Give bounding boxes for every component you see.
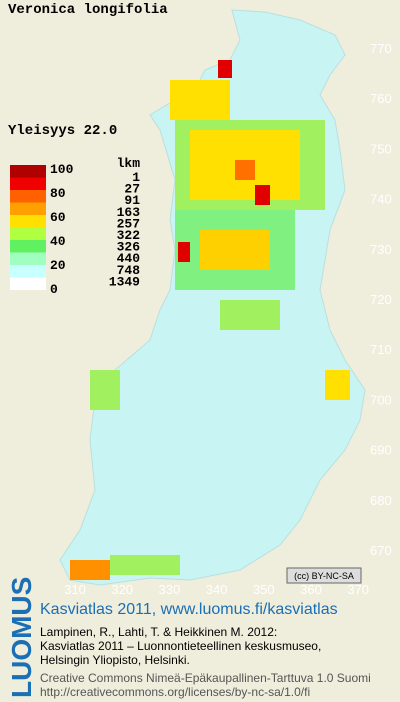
legend-count: 27 xyxy=(124,182,140,197)
legend-count: 322 xyxy=(117,228,141,243)
legend-count: 440 xyxy=(117,251,141,266)
legend-swatch xyxy=(10,177,46,190)
legend-count: 163 xyxy=(117,205,141,220)
east-grid-label: 360 xyxy=(300,582,322,597)
legend-count: 91 xyxy=(124,193,140,208)
legend-count: 326 xyxy=(117,240,141,255)
legend-scale-label: 0 xyxy=(50,282,58,297)
east-grid-label: 310 xyxy=(64,582,86,597)
license-badge: (cc) BY-NC-SA xyxy=(294,571,354,581)
legend-scale-label: 80 xyxy=(50,186,66,201)
north-grid-label: 750 xyxy=(370,141,392,156)
footer-text: Lampinen, R., Lahti, T. & Heikkinen M. 2… xyxy=(40,625,371,699)
legend-swatch xyxy=(10,190,46,203)
east-grid-label: 330 xyxy=(159,582,181,597)
east-grid-label: 370 xyxy=(347,582,369,597)
north-grid-label: 670 xyxy=(370,543,392,558)
east-grid-label: 350 xyxy=(253,582,275,597)
map xyxy=(59,9,366,586)
license-line: Creative Commons Nimeä-Epäkaupallinen-Ta… xyxy=(40,671,371,685)
legend: 100 80 60 40 20 0 lkm1279116325732232644074813… xyxy=(10,156,140,297)
frequency-label: Yleisyys 22.0 xyxy=(8,123,117,139)
legend-swatch xyxy=(10,227,46,240)
north-grid-label: 720 xyxy=(370,292,392,307)
citation-line: Helsingin Yliopisto, Helsinki. xyxy=(40,653,190,667)
citation-line: Kasviatlas 2011 – Luonnontieteellinen ke… xyxy=(40,639,321,653)
north-grid-label: 740 xyxy=(370,192,392,207)
north-grid-label: 770 xyxy=(370,41,392,56)
legend-scale-label: 100 xyxy=(50,162,74,177)
legend-swatch xyxy=(10,215,46,228)
legend-scale-label: 40 xyxy=(50,234,66,249)
license-badge-box xyxy=(286,567,362,584)
north-grid-label: 690 xyxy=(370,443,392,458)
legend-scale-label: 20 xyxy=(50,258,66,273)
legend-swatch xyxy=(10,277,46,290)
legend-count: 748 xyxy=(117,263,141,278)
legend-swatch xyxy=(10,202,46,215)
legend-count: 1 xyxy=(132,170,140,185)
citation-line: Lampinen, R., Lahti, T. & Heikkinen M. 2… xyxy=(40,625,277,639)
occurrence-cells xyxy=(70,60,350,580)
license-line: http://creativecommons.org/licenses/by-n… xyxy=(40,685,310,699)
east-grid-label: 340 xyxy=(206,582,228,597)
grid-labels: 770 760 750 740 730 720 710 700 690 680 670 310 320 3… xyxy=(64,41,392,597)
legend-count: 257 xyxy=(117,216,140,231)
legend-count-header: lkm xyxy=(117,156,141,171)
north-grid-label: 760 xyxy=(370,91,392,106)
north-grid-label: 730 xyxy=(370,242,392,257)
east-grid-label: 320 xyxy=(111,582,133,597)
footer-heading: Kasviatlas 2011, www.luomus.fi/kasviatla… xyxy=(40,601,338,618)
brand: LUOMUS xyxy=(6,577,37,698)
legend-swatch xyxy=(10,165,46,178)
legend-count: 1349 xyxy=(109,274,140,289)
legend-swatch xyxy=(10,265,46,278)
species-title: Veronica longifolia xyxy=(8,2,168,18)
legend-swatch xyxy=(10,240,46,253)
legend-scale-label: 60 xyxy=(50,210,66,225)
north-grid-label: 700 xyxy=(370,392,392,407)
legend-swatch xyxy=(10,252,46,265)
footer-bg xyxy=(0,596,400,702)
north-grid-label: 680 xyxy=(370,493,392,508)
north-grid-label: 710 xyxy=(370,342,392,357)
